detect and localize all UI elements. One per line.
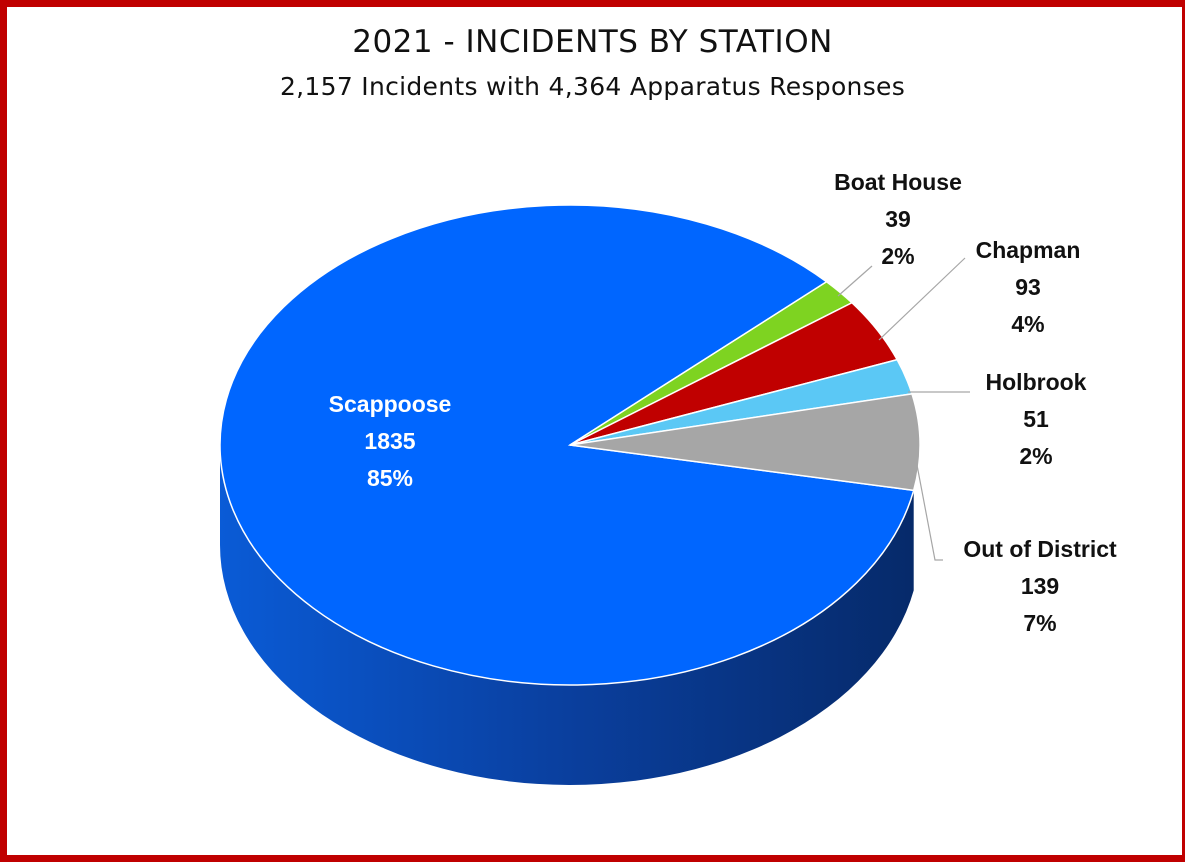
pie-side-wall — [220, 445, 914, 785]
slice-scappoose — [219, 204, 915, 686]
label-value-chapman: 93 — [1015, 274, 1041, 300]
label-percent-holbrook: 2% — [1019, 443, 1052, 469]
leader-line-out-of-district — [916, 464, 943, 561]
label-name-scappoose: Scappoose — [329, 391, 452, 417]
leader-line-boat-house — [837, 265, 873, 297]
chart-subtitle: 2,157 Incidents with 4,364 Apparatus Res… — [279, 72, 906, 101]
label-name-boat-house: Boat House — [834, 169, 962, 195]
label-name-chapman: Chapman — [976, 237, 1081, 263]
label-percent-scappoose: 85% — [367, 465, 413, 491]
label-value-boat-house: 39 — [885, 206, 911, 232]
label-value-scappoose: 1835 — [364, 428, 415, 454]
label-name-holbrook: Holbrook — [986, 369, 1087, 395]
label-percent-chapman: 4% — [1011, 311, 1044, 337]
label-name-out-of-district: Out of District — [963, 536, 1117, 562]
leader-line-chapman — [878, 257, 966, 341]
slice-out-of-district — [569, 392, 921, 492]
chart-title: 2021 - INCIDENTS BY STATION — [352, 24, 833, 60]
label-percent-out-of-district: 7% — [1023, 610, 1056, 636]
label-value-out-of-district: 139 — [1021, 573, 1059, 599]
label-value-holbrook: 51 — [1023, 406, 1049, 432]
label-percent-boat-house: 2% — [881, 243, 914, 269]
